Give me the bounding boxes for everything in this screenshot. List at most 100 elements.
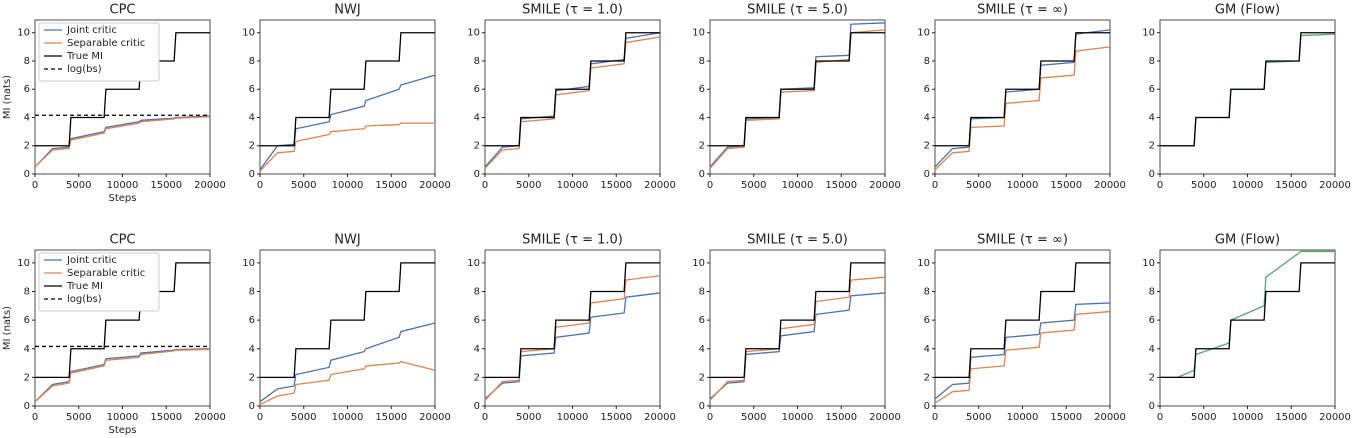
y-tick-label: 6	[24, 315, 30, 326]
subplot-title: SMILE (τ = 1.0)	[522, 3, 623, 18]
subplot: CPC 0 2 4 6 8 10 0 5000 10000 15000 20000 MI (nats) S…	[2, 233, 226, 437]
x-tick-label: 15000	[825, 412, 857, 423]
legend-label: True MI	[66, 51, 103, 62]
x-tick-label: 10000	[107, 412, 139, 423]
subplot: SMILE (τ = 1.0) 0 2 4 6 8 10 0 5000 10000 15000 200…	[467, 233, 676, 424]
x-tick-label: 5000	[1191, 180, 1216, 191]
x-tick-label: 5000	[516, 412, 541, 423]
y-tick-label: 4	[924, 344, 930, 355]
x-tick-label: 20000	[644, 412, 676, 423]
x-tick-label: 15000	[825, 180, 857, 191]
x-tick-label: 20000	[1319, 412, 1351, 423]
x-tick-label: 20000	[419, 180, 451, 191]
y-tick-label: 10	[17, 258, 30, 269]
series-line	[34, 116, 211, 168]
x-tick-label: 5000	[966, 180, 991, 191]
legend-box	[38, 252, 160, 312]
y-tick-label: 8	[474, 56, 480, 67]
subplot: SMILE (τ = ∞) 0 2 4 6 8 10 0 5000 10000 15000 20000	[917, 3, 1126, 192]
plot-area	[934, 19, 1111, 175]
y-tick-label: 10	[242, 28, 255, 39]
series-line	[34, 115, 211, 168]
y-tick-label: 10	[1142, 258, 1155, 269]
series-line	[934, 46, 1111, 171]
x-tick-label: 15000	[1050, 180, 1082, 191]
legend-label: log(bs)	[67, 64, 102, 75]
x-tick-label: 10000	[1232, 180, 1264, 191]
x-tick-label: 0	[257, 412, 263, 423]
x-tick-label: 10000	[557, 412, 589, 423]
series-line	[935, 32, 1110, 147]
y-tick-label: 6	[474, 315, 480, 326]
x-tick-label: 10000	[557, 180, 589, 191]
y-tick-label: 2	[924, 141, 930, 152]
series-line	[259, 74, 436, 171]
y-tick-label: 2	[924, 372, 930, 383]
y-tick-label: 2	[1149, 372, 1155, 383]
legend-box	[38, 22, 160, 82]
y-tick-label: 10	[692, 258, 705, 269]
y-tick-label: 0	[24, 401, 30, 412]
series-line	[710, 32, 885, 147]
series-line	[34, 348, 211, 403]
x-tick-label: 5000	[291, 180, 316, 191]
x-tick-label: 5000	[291, 412, 316, 423]
series-line	[260, 32, 435, 147]
y-tick-label: 2	[1149, 141, 1155, 152]
y-tick-label: 0	[699, 169, 705, 180]
x-tick-label: 20000	[869, 180, 901, 191]
subplot-title: NWJ	[334, 233, 360, 248]
x-tick-label: 0	[1157, 180, 1163, 191]
y-tick-label: 0	[699, 401, 705, 412]
x-tick-label: 10000	[332, 412, 364, 423]
y-tick-label: 6	[699, 84, 705, 95]
x-tick-label: 15000	[1275, 412, 1307, 423]
subplot-title: CPC	[110, 233, 136, 248]
series-line	[935, 262, 1110, 379]
y-tick-label: 6	[699, 315, 705, 326]
x-tick-label: 15000	[375, 180, 407, 191]
y-tick-label: 0	[249, 401, 255, 412]
x-tick-label: 15000	[600, 180, 632, 191]
y-tick-label: 6	[24, 84, 30, 95]
y-tick-label: 4	[699, 112, 705, 123]
y-tick-label: 8	[24, 287, 30, 298]
y-tick-label: 6	[1149, 84, 1155, 95]
x-tick-label: 0	[707, 180, 713, 191]
y-axis-label: MI (nats)	[2, 75, 13, 119]
x-tick-label: 15000	[150, 180, 182, 191]
y-tick-label: 4	[699, 344, 705, 355]
y-tick-label: 2	[249, 141, 255, 152]
y-axis-label: MI (nats)	[2, 306, 13, 350]
y-tick-label: 4	[474, 112, 480, 123]
plot-area	[259, 19, 436, 175]
y-tick-label: 10	[17, 28, 30, 39]
y-tick-label: 2	[24, 141, 30, 152]
x-tick-label: 20000	[869, 412, 901, 423]
series-line	[35, 262, 210, 379]
series-line	[485, 262, 660, 379]
x-tick-label: 20000	[1094, 180, 1126, 191]
y-tick-label: 8	[249, 287, 255, 298]
plot-area	[709, 19, 886, 175]
y-tick-label: 0	[474, 169, 480, 180]
x-tick-label: 0	[1157, 412, 1163, 423]
y-tick-label: 0	[474, 401, 480, 412]
y-tick-label: 4	[474, 344, 480, 355]
y-tick-label: 4	[249, 112, 255, 123]
series-line	[259, 122, 435, 172]
plot-area	[484, 249, 661, 407]
y-tick-label: 6	[924, 84, 930, 95]
legend: Joint critic Separable critic True MI log(b…	[38, 22, 160, 82]
x-tick-label: 5000	[741, 412, 766, 423]
legend-label: Joint critic	[66, 25, 117, 36]
x-tick-label: 0	[482, 412, 488, 423]
x-axis-label: Steps	[109, 425, 137, 436]
series-line	[710, 262, 885, 379]
x-tick-label: 5000	[1191, 412, 1216, 423]
y-tick-label: 0	[24, 169, 30, 180]
y-tick-label: 2	[249, 372, 255, 383]
subplot-title: SMILE (τ = ∞)	[977, 3, 1068, 18]
y-tick-label: 8	[699, 56, 705, 67]
